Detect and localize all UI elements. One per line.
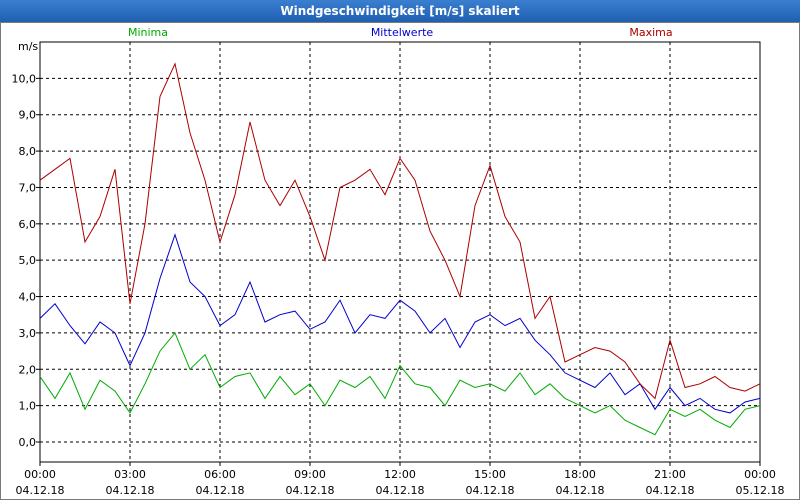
x-tick-date-label: 04.12.18 [376, 484, 425, 497]
x-tick-time-label: 09:00 [294, 468, 326, 481]
y-tick-label: 3,0 [19, 327, 37, 340]
x-tick-time-label: 00:00 [24, 468, 56, 481]
y-tick-label: 5,0 [19, 254, 37, 267]
legend-minima: Minima [128, 26, 168, 39]
x-tick-date-label: 04.12.18 [196, 484, 245, 497]
y-tick-label: 2,0 [19, 363, 37, 376]
x-tick-date-label: 04.12.18 [106, 484, 155, 497]
x-tick-date-label: 04.12.18 [646, 484, 695, 497]
y-tick-label: 6,0 [19, 218, 37, 231]
x-tick-time-label: 00:00 [744, 468, 776, 481]
x-tick-date-label: 05.12.18 [736, 484, 785, 497]
x-tick-time-label: 06:00 [204, 468, 236, 481]
x-tick-time-label: 18:00 [564, 468, 596, 481]
y-tick-label: 10,0 [12, 72, 37, 85]
y-tick-label: 1,0 [19, 400, 37, 413]
y-tick-label: 0,0 [19, 436, 37, 449]
y-tick-label: 4,0 [19, 291, 37, 304]
y-tick-label: 7,0 [19, 181, 37, 194]
x-tick-time-label: 15:00 [474, 468, 506, 481]
series-line-maxima [39, 62, 761, 400]
series-line-minima [39, 331, 761, 436]
y-axis-unit-label: m/s [18, 40, 38, 53]
x-tick-date-label: 04.12.18 [16, 484, 65, 497]
x-tick-date-label: 04.12.18 [466, 484, 515, 497]
x-tick-time-label: 03:00 [114, 468, 146, 481]
y-tick-label: 9,0 [19, 109, 37, 122]
legend-maxima: Maxima [629, 26, 672, 39]
y-tick-label: 8,0 [19, 145, 37, 158]
x-tick-time-label: 12:00 [384, 468, 416, 481]
chart-title: Windgeschwindigkeit [m/s] skaliert [280, 4, 520, 18]
x-tick-time-label: 21:00 [654, 468, 686, 481]
x-tick-date-label: 04.12.18 [556, 484, 605, 497]
x-tick-date-label: 04.12.18 [286, 484, 335, 497]
legend-mittelwerte: Mittelwerte [371, 26, 434, 39]
chart-title-bar: Windgeschwindigkeit [m/s] skaliert [0, 0, 800, 22]
